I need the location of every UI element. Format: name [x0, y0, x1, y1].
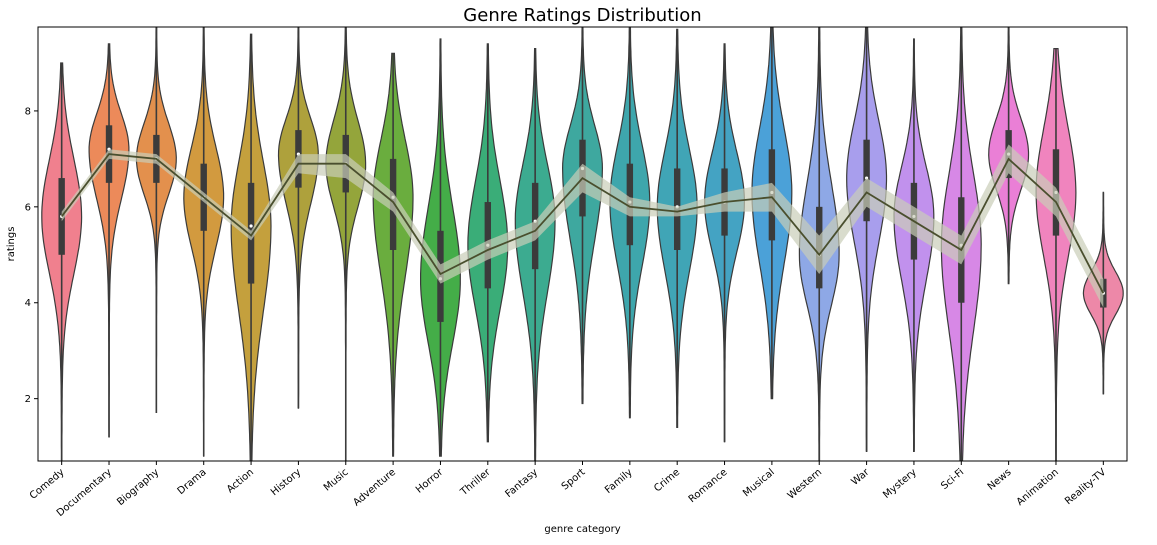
x-tick-label: Horror [414, 466, 446, 495]
x-tick-label: Comedy [28, 467, 67, 502]
mean-line [60, 153, 1105, 294]
x-tick-label: History [269, 467, 303, 498]
x-tick-label: Sport [560, 467, 588, 493]
x-tick-label: Music [322, 467, 351, 494]
chart-title: Genre Ratings Distribution [463, 5, 701, 26]
y-tick-label: 4 [25, 298, 31, 309]
x-tick-label: Romance [687, 467, 730, 505]
x-tick-label: Biography [115, 467, 161, 508]
y-tick-label: 2 [25, 394, 31, 405]
violin-median [249, 224, 253, 228]
x-tick-label: Adventure [351, 467, 398, 509]
x-tick-label: Reality-TV [1063, 467, 1108, 507]
y-tick-label: 8 [25, 106, 31, 117]
x-tick-label: Animation [1015, 467, 1061, 508]
x-tick-label: Musical [741, 467, 777, 499]
x-tick-label: War [850, 466, 873, 488]
x-tick-label: Family [603, 467, 635, 496]
x-tick-label: News [986, 467, 1014, 493]
x-tick-label: Drama [176, 467, 209, 497]
x-tick-label: Crime [652, 467, 682, 495]
y-axis-label: ratings [6, 227, 17, 262]
x-tick-label: Sci-Fi [939, 467, 966, 492]
x-axis-label: genre category [544, 524, 620, 535]
x-tick-label: Fantasy [504, 467, 541, 500]
x-tick-label: Action [225, 467, 256, 496]
x-tick-label: Mystery [881, 467, 919, 501]
x-tick-label: Western [786, 467, 824, 502]
violins-group [41, 27, 1124, 461]
x-tick-label: Thriller [458, 466, 493, 498]
plot-area [41, 27, 1124, 461]
y-tick-label: 6 [25, 202, 31, 213]
